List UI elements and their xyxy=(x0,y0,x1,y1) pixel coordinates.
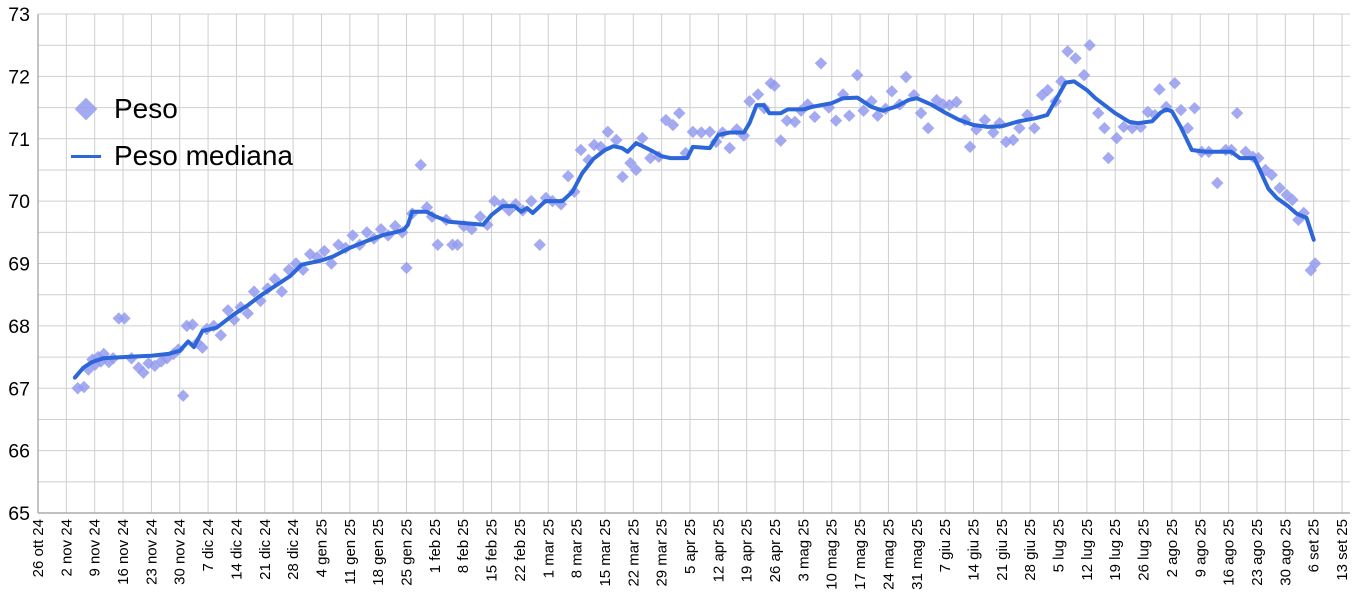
svg-text:30 nov 24: 30 nov 24 xyxy=(172,519,189,585)
chart-legend: Peso Peso mediana xyxy=(68,90,293,175)
svg-text:6 set 25: 6 set 25 xyxy=(1306,519,1323,572)
svg-text:5 apr 25: 5 apr 25 xyxy=(682,519,699,574)
svg-text:15 mar 25: 15 mar 25 xyxy=(597,519,614,587)
svg-text:15 feb 25: 15 feb 25 xyxy=(484,519,501,582)
svg-text:12 lug 25: 12 lug 25 xyxy=(1079,519,1096,581)
svg-text:23 ago 25: 23 ago 25 xyxy=(1249,519,1266,586)
svg-text:16 ago 25: 16 ago 25 xyxy=(1221,519,1238,586)
svg-text:30 ago 25: 30 ago 25 xyxy=(1277,519,1294,586)
mediana-line-icon xyxy=(68,154,104,158)
svg-text:9 ago 25: 9 ago 25 xyxy=(1192,519,1209,577)
svg-text:72: 72 xyxy=(8,66,30,88)
peso-diamond-icon xyxy=(68,97,104,121)
svg-text:7 dic 24: 7 dic 24 xyxy=(200,519,217,572)
y-axis-labels: 65 66 67 68 69 70 71 72 73 xyxy=(8,4,30,525)
svg-text:65: 65 xyxy=(8,503,30,525)
svg-text:19 apr 25: 19 apr 25 xyxy=(739,519,756,582)
svg-text:26 lug 25: 26 lug 25 xyxy=(1136,519,1153,581)
svg-text:5 lug 25: 5 lug 25 xyxy=(1051,519,1068,572)
svg-text:29 mar 25: 29 mar 25 xyxy=(654,519,671,587)
svg-text:73: 73 xyxy=(8,4,30,26)
svg-text:23 nov 24: 23 nov 24 xyxy=(143,519,160,585)
svg-text:11 gen 25: 11 gen 25 xyxy=(342,519,359,585)
svg-text:3 mag 25: 3 mag 25 xyxy=(795,519,812,582)
svg-text:66: 66 xyxy=(8,441,30,463)
svg-text:26 apr 25: 26 apr 25 xyxy=(767,519,784,582)
legend-item-mediana: Peso mediana xyxy=(68,137,293,175)
svg-text:17 mag 25: 17 mag 25 xyxy=(852,519,869,590)
svg-text:22 feb 25: 22 feb 25 xyxy=(512,519,529,582)
svg-text:67: 67 xyxy=(8,378,30,400)
svg-text:71: 71 xyxy=(8,129,30,151)
legend-label-peso: Peso xyxy=(114,93,178,124)
svg-text:9 nov 24: 9 nov 24 xyxy=(87,519,104,577)
axes xyxy=(37,14,1350,514)
svg-text:2 ago 25: 2 ago 25 xyxy=(1164,519,1181,577)
svg-text:2 nov 24: 2 nov 24 xyxy=(58,519,75,577)
svg-text:14 dic 24: 14 dic 24 xyxy=(228,519,245,580)
legend-label-mediana: Peso mediana xyxy=(114,140,294,171)
svg-text:26 ott 24: 26 ott 24 xyxy=(30,519,47,577)
svg-text:18 gen 25: 18 gen 25 xyxy=(370,519,387,586)
svg-text:13 set 25: 13 set 25 xyxy=(1334,519,1351,581)
svg-text:10 mag 25: 10 mag 25 xyxy=(824,519,841,590)
x-axis-labels: 26 ott 24 2 nov 24 9 nov 24 16 nov 24 23 nov… xyxy=(30,519,1351,590)
svg-text:22 mar 25: 22 mar 25 xyxy=(625,519,642,587)
svg-text:28 giu 25: 28 giu 25 xyxy=(1022,519,1039,581)
svg-text:8 mar 25: 8 mar 25 xyxy=(569,519,586,578)
svg-text:21 dic 24: 21 dic 24 xyxy=(257,519,274,580)
svg-text:4 gen 25: 4 gen 25 xyxy=(314,519,331,577)
svg-text:69: 69 xyxy=(8,254,30,276)
svg-text:28 dic 24: 28 dic 24 xyxy=(285,519,302,580)
svg-text:16 nov 24: 16 nov 24 xyxy=(115,519,132,585)
svg-text:68: 68 xyxy=(8,316,30,338)
svg-text:31 mag 25: 31 mag 25 xyxy=(909,519,926,590)
legend-item-peso: Peso xyxy=(68,90,293,128)
svg-text:70: 70 xyxy=(8,191,30,213)
svg-text:1 mar 25: 1 mar 25 xyxy=(540,519,557,578)
svg-text:24 mag 25: 24 mag 25 xyxy=(880,519,897,590)
svg-text:1 feb 25: 1 feb 25 xyxy=(427,519,444,573)
svg-text:12 apr 25: 12 apr 25 xyxy=(710,519,727,582)
svg-text:21 giu 25: 21 giu 25 xyxy=(994,519,1011,581)
svg-text:25 gen 25: 25 gen 25 xyxy=(399,519,416,586)
svg-text:7 giu 25: 7 giu 25 xyxy=(937,519,954,572)
peso-mediana-line xyxy=(72,79,1316,380)
svg-text:8 feb 25: 8 feb 25 xyxy=(455,519,472,573)
svg-text:19 lug 25: 19 lug 25 xyxy=(1107,519,1124,581)
svg-text:14 giu 25: 14 giu 25 xyxy=(966,519,983,581)
